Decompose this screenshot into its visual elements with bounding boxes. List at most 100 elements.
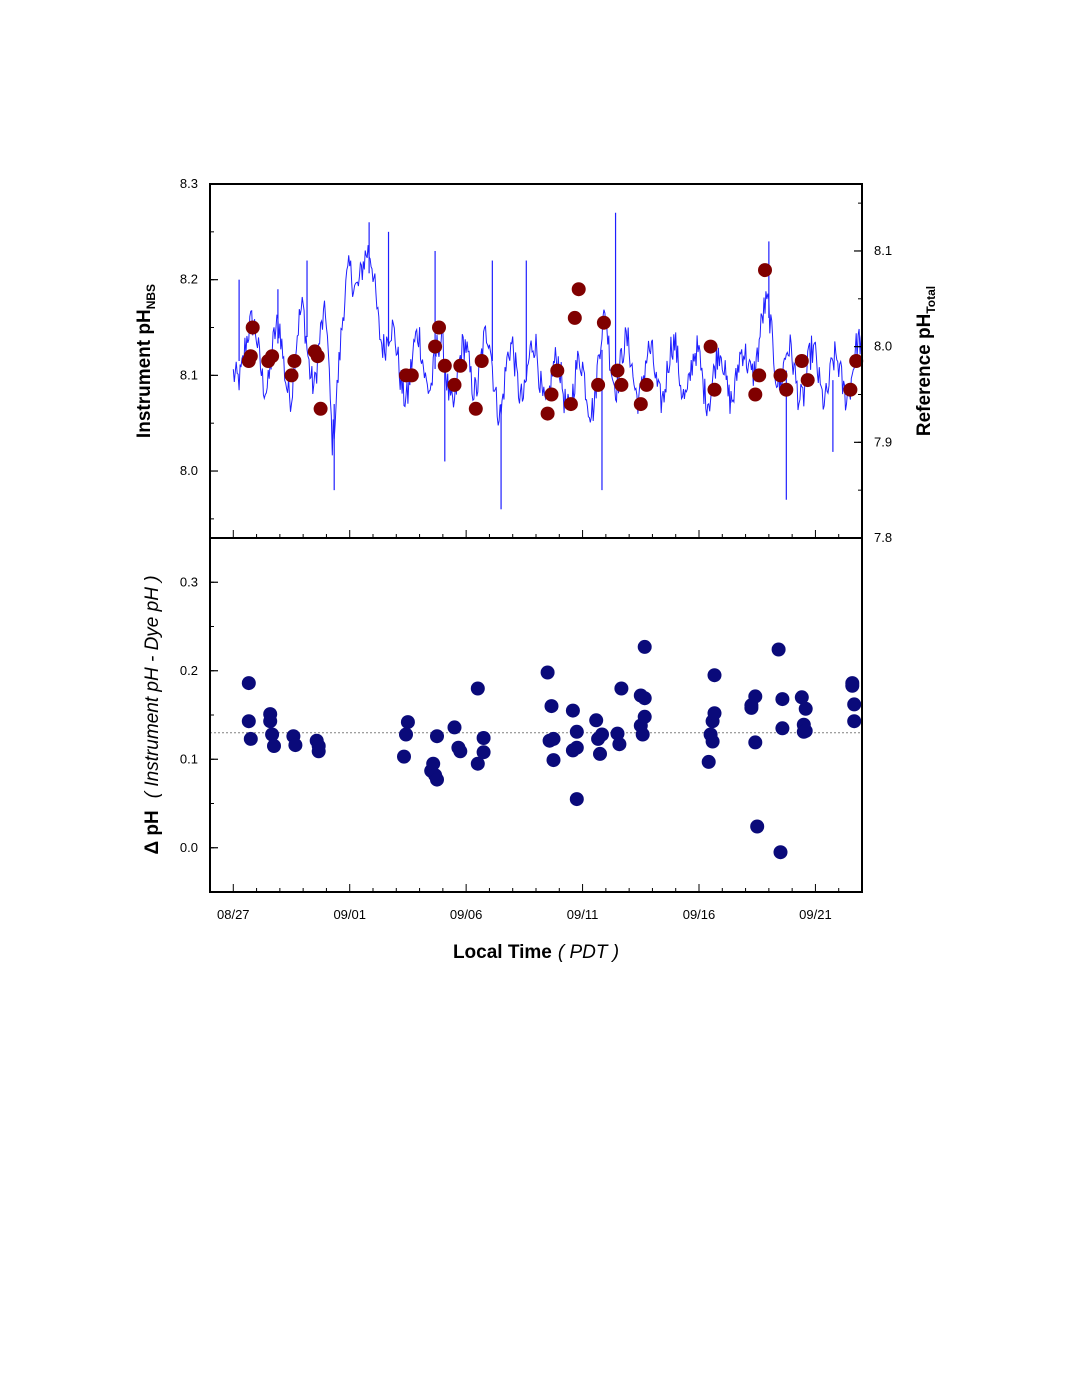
reference-ph-point — [437, 358, 452, 373]
x-tick-label: 09/06 — [450, 907, 483, 922]
reference-ph-point — [243, 349, 258, 364]
reference-ph-point — [245, 320, 260, 335]
delta-ph-point — [476, 731, 491, 745]
delta-ph-point — [565, 703, 580, 718]
delta-ph-point — [771, 642, 786, 657]
delta-ph-point — [569, 792, 584, 807]
delta-ph-point — [430, 729, 444, 744]
reference-ph-point — [610, 363, 625, 378]
delta-ph-point — [447, 720, 462, 735]
delta-ph-point — [476, 745, 491, 760]
delta-ph-point — [399, 727, 413, 742]
delta-ph-point — [748, 689, 763, 704]
top-x-axis-ticks — [209, 530, 863, 538]
delta-ph-point — [845, 678, 860, 693]
delta-ph-point — [794, 690, 809, 705]
delta-ph-point — [569, 740, 584, 755]
reference-ph-point — [633, 397, 648, 412]
delta-ph-point — [612, 737, 627, 752]
reference-ph-point — [563, 397, 578, 412]
delta-ph-point — [243, 731, 258, 746]
reference-ph-point — [849, 354, 864, 368]
delta-ph-point — [773, 845, 788, 860]
reference-ph-point — [404, 368, 419, 383]
delta-ph-point — [569, 724, 584, 739]
reference-ph-point — [287, 354, 302, 368]
top-right-tick-label: 8.1 — [874, 243, 892, 258]
delta-ph-point — [593, 746, 607, 761]
top-left-tick-label: 8.0 — [180, 463, 198, 478]
top-left-tick-label: 8.2 — [180, 272, 198, 287]
reference-ph-point — [550, 363, 565, 378]
delta-ph-point — [798, 723, 813, 738]
delta-ph-point — [546, 753, 561, 768]
x-tick-label: 09/21 — [799, 907, 832, 922]
reference-ph-point — [453, 358, 468, 373]
delta-ph-point — [453, 744, 468, 759]
reference-ph-point — [265, 349, 280, 364]
bottom-y-axis-title: Δ pH( Instrument pH - Dye pH ) — [142, 575, 163, 854]
delta-ph-point — [267, 739, 281, 753]
top-left-axis: 8.0 8.1 8.2 8.3 — [180, 176, 218, 520]
bottom-plot-frame — [209, 537, 863, 893]
delta-ph-point — [397, 749, 411, 764]
reference-ph-point — [843, 382, 858, 397]
delta-ph-point — [610, 726, 625, 741]
top-left-tick-label: 8.1 — [180, 367, 198, 382]
reference-ph-point — [284, 368, 299, 383]
delta-ph-point — [637, 709, 652, 724]
delta-ph-point — [263, 714, 278, 729]
reference-ph-point — [703, 339, 718, 354]
reference-ph-point — [447, 377, 462, 392]
reference-ph-point — [800, 373, 815, 388]
x-tick-label: 09/16 — [683, 907, 716, 922]
delta-ph-point — [847, 714, 862, 729]
reference-ph-point — [596, 315, 611, 330]
delta-ph-point — [470, 756, 485, 771]
reference-ph-point — [758, 263, 772, 278]
reference-ph-point — [567, 310, 582, 325]
delta-ph-point — [847, 697, 862, 712]
delta-ph-point — [311, 744, 326, 759]
reference-ph-point — [779, 382, 794, 397]
top-right-tick-label: 7.8 — [874, 530, 892, 545]
reference-ph-point — [540, 406, 555, 421]
x-tick-label: 09/11 — [567, 907, 599, 922]
reference-ph-point — [544, 387, 559, 402]
delta-ph-point — [241, 714, 256, 729]
reference-ph-point — [571, 282, 586, 297]
delta-ph-point — [798, 701, 813, 716]
delta-ph-point — [750, 819, 765, 834]
instrument-ph-series-line — [232, 245, 863, 456]
x-axis-title: Local Time( PDT ) — [453, 942, 619, 963]
reference-ph-point — [639, 377, 654, 392]
delta-ph-point — [546, 731, 561, 746]
x-tick-label: 08/27 — [217, 907, 250, 922]
top-plot-frame — [209, 183, 863, 539]
reference-ph-point — [707, 382, 722, 397]
reference-ph-point — [752, 368, 767, 383]
delta-ph-point — [589, 713, 604, 728]
reference-ph-point — [313, 401, 328, 416]
reference-ph-point — [468, 401, 483, 416]
delta-ph-point — [707, 706, 722, 721]
reference-ph-point — [773, 368, 788, 383]
top-right-axis: 7.8 7.9 8.0 8.1 — [854, 202, 892, 545]
bottom-y-tick-label: 0.0 — [180, 840, 198, 855]
top-right-tick-label: 8.0 — [874, 339, 892, 354]
delta-ph-point — [775, 721, 790, 736]
delta-ph-point — [614, 681, 629, 696]
delta-ph-point — [430, 772, 444, 787]
delta-ph-point — [400, 715, 415, 730]
delta-ph-point — [707, 668, 722, 683]
delta-ph-point — [241, 676, 256, 691]
delta-ph-point — [637, 639, 652, 654]
delta-ph-point — [635, 727, 650, 742]
reference-ph-point — [432, 320, 446, 335]
delta-ph-point — [705, 734, 720, 749]
reference-ph-point — [310, 349, 325, 364]
delta-ph-point — [288, 738, 303, 753]
top-right-tick-label: 7.9 — [874, 434, 892, 449]
reference-ph-point — [474, 354, 489, 368]
